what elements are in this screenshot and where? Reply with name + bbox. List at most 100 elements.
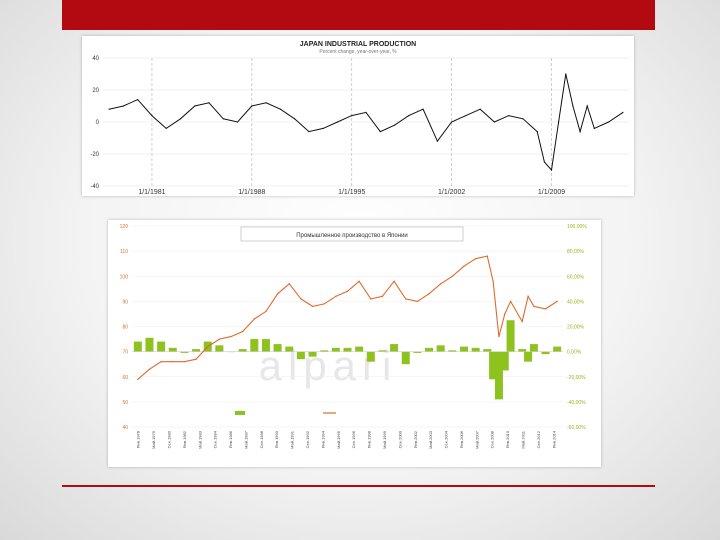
chart-2-right-tick-label: -60,00% bbox=[567, 425, 586, 431]
chart-1-data-point bbox=[222, 118, 224, 120]
chart-1-data-point bbox=[308, 131, 310, 133]
chart-2-right-tick-label: 40,00% bbox=[567, 299, 585, 305]
chart-1-data-point bbox=[479, 108, 481, 110]
chart-2-bar bbox=[401, 351, 410, 365]
chart-1-data-point bbox=[336, 121, 339, 123]
chart-2-data-point bbox=[439, 283, 442, 285]
chart-1-y-tick-label: -40 bbox=[90, 184, 99, 190]
chart-2-bar bbox=[250, 339, 259, 352]
chart-1-x-tick-label: 1/1/1988 bbox=[238, 189, 265, 196]
chart-1-title: JAPAN INDUSTRIAL PRODUCTION bbox=[300, 41, 416, 48]
chart-2-bar bbox=[192, 349, 201, 352]
chart-2-data-point bbox=[416, 300, 419, 303]
chart-1-data-point bbox=[179, 118, 182, 120]
chart-2-title: Промышленное производство в Японии bbox=[296, 233, 408, 239]
chart-2-x-tick-label: Сен.2012 bbox=[536, 430, 541, 448]
chart-2-x-tick-label: Сен.1980 bbox=[166, 430, 171, 448]
chart-2-bar bbox=[378, 350, 387, 352]
chart-2-data-point bbox=[207, 345, 209, 348]
chart-2-x-tick-label: Янв.1978 bbox=[136, 430, 141, 448]
chart-2-data-point bbox=[405, 298, 407, 300]
chart-1-data-point bbox=[137, 99, 139, 101]
chart-2-left-tick-label: 120 bbox=[120, 224, 129, 230]
chart-2-data-point bbox=[358, 280, 360, 282]
chart-2-bar bbox=[168, 347, 177, 352]
chart-2-bar bbox=[308, 351, 317, 357]
chart-2-legend-bar-swatch bbox=[235, 411, 245, 415]
chart-2-data-point bbox=[428, 293, 430, 295]
chart-2-data-point bbox=[556, 300, 558, 303]
chart-2-bar bbox=[500, 351, 509, 371]
chart-2-x-tick-label: Май.1987 bbox=[243, 430, 248, 449]
chart-1-data-point bbox=[322, 127, 324, 129]
chart-1-data-point bbox=[550, 169, 553, 171]
chart-2-bar bbox=[413, 351, 422, 353]
chart-2-right-tick-label: -40,00% bbox=[567, 400, 586, 406]
chart-2-x-tick-label: Сен.1996 bbox=[351, 430, 356, 448]
chart-2-data-point bbox=[276, 293, 279, 295]
chart-2-data-point bbox=[486, 255, 488, 257]
chart-2-bar bbox=[483, 349, 492, 352]
chart-2-bar bbox=[261, 339, 270, 352]
chart-2-left-tick-label: 40 bbox=[122, 425, 128, 431]
chart-1-data-point bbox=[579, 131, 581, 133]
chart-2-index-line bbox=[137, 255, 558, 380]
chart-2-bar bbox=[448, 350, 457, 352]
chart-1-data-point bbox=[493, 121, 496, 123]
chart-1-data-point bbox=[365, 111, 367, 113]
chart-2-x-tick-label: Янв.2010 bbox=[505, 430, 510, 448]
chart-2-x-tick-label: Янв.1998 bbox=[367, 430, 372, 448]
chart-1-data-point bbox=[236, 121, 239, 123]
chart-1-data-point bbox=[586, 105, 588, 107]
chart-2-bar bbox=[296, 351, 305, 360]
chart-2-bar bbox=[285, 346, 294, 352]
chart-2-x-tick-label: Янв.1990 bbox=[274, 430, 279, 448]
chart-2-right-tick-label: 0,00% bbox=[567, 350, 582, 356]
chart-1-data-point bbox=[436, 140, 438, 142]
chart-1-data-point bbox=[108, 108, 110, 110]
chart-2-right-tick-label: 60,00% bbox=[567, 274, 585, 280]
chart-1-data-point bbox=[165, 127, 167, 129]
chart-2-data-point bbox=[504, 313, 506, 315]
chart-2-bar bbox=[506, 320, 515, 352]
chart-2-bar bbox=[366, 351, 375, 362]
chart-2-data-point bbox=[218, 338, 221, 340]
chart-2-x-tick-label: Янв.2002 bbox=[413, 430, 418, 448]
chart-2-data-point bbox=[323, 303, 325, 305]
chart-2-right-tick-label: 20,00% bbox=[567, 325, 585, 331]
chart-2-svg: alpari120110100908070605040100,00%80,00%… bbox=[120, 224, 588, 449]
chart-1-data-point bbox=[351, 115, 353, 117]
chart-2-bar bbox=[343, 347, 352, 352]
chart-1-x-tick-label: 1/1/2009 bbox=[538, 189, 565, 196]
chart-2-bar bbox=[541, 351, 550, 355]
chart-2-data-point bbox=[241, 330, 244, 333]
chart-1-data-point bbox=[522, 118, 524, 120]
chart-2-data-point bbox=[451, 275, 454, 277]
chart-2-data-point bbox=[474, 257, 477, 260]
chart-2-x-tick-label: Май.1999 bbox=[382, 430, 387, 449]
chart-2-x-tick-label: Сен.2004 bbox=[444, 430, 449, 448]
chart-2-left-tick-label: 60 bbox=[122, 375, 128, 381]
chart-1-x-tick-label: 1/1/1981 bbox=[138, 189, 165, 196]
chart-1-data-point bbox=[122, 105, 125, 107]
chart-1-data-point bbox=[572, 105, 574, 107]
chart-2-title-box bbox=[240, 226, 464, 242]
chart-2-data-point bbox=[527, 295, 529, 298]
chart-1-data-point bbox=[422, 108, 424, 110]
chart-1-data-point bbox=[294, 118, 296, 120]
chart-1-data-point bbox=[607, 121, 610, 123]
chart-2-x-tick-label: Май.2011 bbox=[521, 430, 526, 448]
chart-2-bar bbox=[471, 347, 480, 352]
chart-2-bar bbox=[436, 345, 445, 352]
chart-2-data-point bbox=[230, 335, 232, 338]
chart-2-bar bbox=[157, 341, 166, 352]
chart-1-x-tick-label: 1/1/1995 bbox=[338, 189, 365, 196]
chart-2-data-point bbox=[265, 310, 267, 313]
chart-2-x-tick-label: Май.2007 bbox=[474, 430, 479, 449]
chart-2-data-point bbox=[509, 300, 512, 303]
chart-2-data-point bbox=[346, 290, 349, 293]
chart-2-x-tick-label: Май.2003 bbox=[428, 430, 433, 449]
chart-2-bar bbox=[529, 344, 538, 352]
chart-2-x-tick-label: Сен.2008 bbox=[490, 430, 495, 448]
chart-2-bar bbox=[553, 346, 562, 352]
